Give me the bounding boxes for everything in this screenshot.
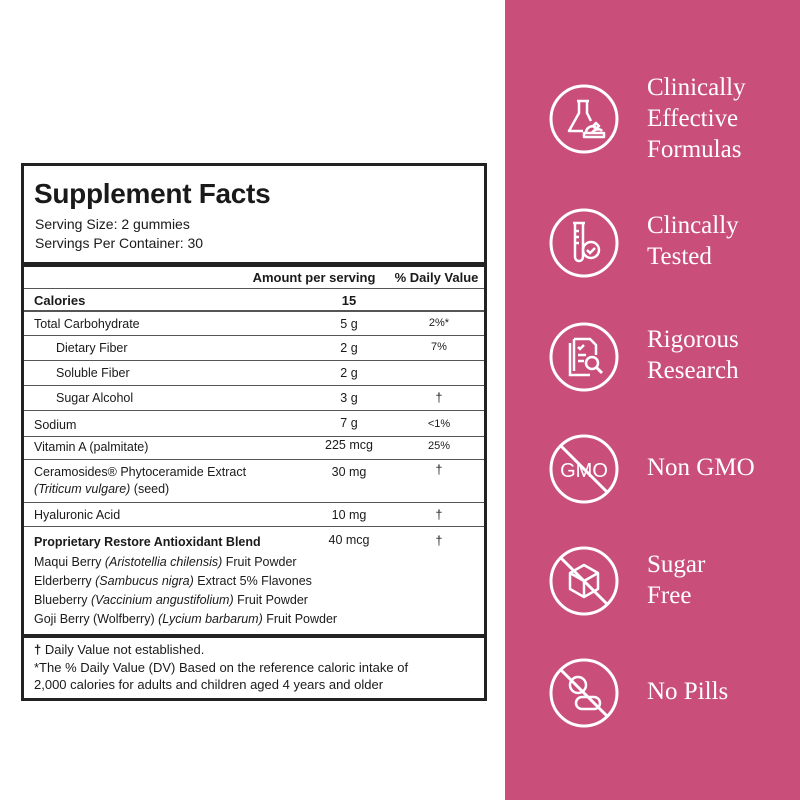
divider <box>24 634 484 638</box>
dv-header: % Daily Value <box>394 270 479 285</box>
feature-rigorous-research: Rigorous Research <box>505 316 800 396</box>
blend-ingredient: Goji Berry (Wolfberry) (Lycium barbarum)… <box>34 612 338 626</box>
table-row: Total Carbohydrate 5 g 2%* <box>24 312 484 336</box>
document-search-icon <box>549 322 619 392</box>
blend-dv: † <box>435 534 443 548</box>
nutrient-name: Soluble Fiber <box>56 366 130 380</box>
feature-label: Clincally Tested <box>647 212 739 270</box>
nutrient-amount: 7 g <box>340 416 358 430</box>
nutrient-dv: 25% <box>427 440 451 452</box>
table-row: Soluble Fiber 2 g <box>24 361 484 386</box>
feature-clinically-effective: Clinically Effective Formulas <box>505 74 800 163</box>
blend-row: Proprietary Restore Antioxidant Blend 40… <box>24 527 484 635</box>
footnote-dv-2: 2,000 calories for adults and children a… <box>34 677 384 692</box>
nutrient-dv: 7% <box>431 341 447 353</box>
nutrient-amount: 30 mg <box>331 465 367 479</box>
table-row: Calories 15 <box>24 289 484 312</box>
blend-name: Proprietary Restore Antioxidant Blend <box>34 535 261 549</box>
serving-size: Serving Size: 2 gummies <box>35 216 190 232</box>
nutrient-name: Dietary Fiber <box>56 341 128 355</box>
feature-label: Non GMO <box>647 454 755 481</box>
no-pills-icon <box>549 658 619 728</box>
supplement-facts-panel: Supplement Facts Serving Size: 2 gummies… <box>21 163 487 701</box>
table-row: Sodium 7 g <1% <box>24 411 484 437</box>
feature-label: Sugar Free <box>647 551 706 609</box>
nutrient-amount: 225 mcg <box>325 438 373 452</box>
nutrient-amount: 3 g <box>340 391 358 405</box>
features-panel: Clinically Effective Formulas Clincally Tes… <box>505 0 800 800</box>
nutrient-amount: 10 mg <box>331 508 367 522</box>
table-row: Sugar Alcohol 3 g † <box>24 386 484 411</box>
feature-label: Clinically Effective Formulas <box>647 74 746 163</box>
nutrient-name: Total Carbohydrate <box>34 317 140 331</box>
nutrient-dv: † <box>435 508 443 522</box>
feature-non-gmo: GMO Non GMO <box>505 428 800 508</box>
blend-amount: 40 mcg <box>328 533 370 547</box>
nutrient-name: Hyaluronic Acid <box>34 508 121 522</box>
feature-clinically-tested: Clincally Tested <box>505 202 800 282</box>
nutrient-name: Vitamin A (palmitate) <box>34 440 149 454</box>
amount-header: Amount per serving <box>252 270 376 285</box>
no-gmo-icon: GMO <box>549 434 619 504</box>
nutrient-latin-name: (Triticum vulgare) (seed) <box>34 482 169 496</box>
blend-ingredient: Maqui Berry (Aristotellia chilensis) Fru… <box>34 555 297 569</box>
footnote-dagger: † Daily Value not established. <box>34 642 205 657</box>
nutrient-amount: 15 <box>341 293 357 308</box>
nutrient-dv: † <box>435 391 443 405</box>
feature-label: Rigorous Research <box>647 326 739 384</box>
nutrient-dv: <1% <box>427 418 451 430</box>
svg-text:GMO: GMO <box>560 460 608 482</box>
nutrient-name: Sodium <box>34 418 77 432</box>
footnote-dv-1: *The % Daily Value (DV) Based on the ref… <box>34 660 409 675</box>
feature-label: No Pills <box>647 678 729 705</box>
plant-part: (seed) <box>130 482 170 496</box>
latin-name: (Triticum vulgare) <box>34 482 131 496</box>
nutrient-dv: † <box>435 463 443 477</box>
blend-ingredient: Blueberry (Vaccinium angustifolium) Frui… <box>34 593 308 607</box>
nutrient-name: Sugar Alcohol <box>56 391 134 405</box>
nutrient-dv: 2%* <box>428 317 450 329</box>
facts-title: Supplement Facts <box>34 178 271 209</box>
flask-leaf-icon <box>549 84 619 154</box>
feature-no-pills: No Pills <box>505 652 800 732</box>
blend-ingredient: Elderberry (Sambucus nigra) Extract 5% F… <box>34 574 312 588</box>
column-header-row: Amount per serving % Daily Value <box>24 267 484 289</box>
nutrient-name: Calories <box>34 293 86 308</box>
table-row: Ceramosides® Phytoceramide Extract (Trit… <box>24 460 484 503</box>
servings-per-container: Servings Per Container: 30 <box>35 235 204 251</box>
no-sugar-cube-icon <box>549 546 619 616</box>
nutrient-amount: 2 g <box>340 366 358 380</box>
table-row: Dietary Fiber 2 g 7% <box>24 336 484 361</box>
divider <box>24 262 484 267</box>
table-row: Hyaluronic Acid 10 mg † <box>24 503 484 527</box>
test-tube-check-icon <box>549 208 619 278</box>
nutrient-name: Ceramosides® Phytoceramide Extract <box>34 465 247 479</box>
nutrient-amount: 5 g <box>340 317 358 331</box>
nutrient-amount: 2 g <box>340 341 358 355</box>
feature-sugar-free: Sugar Free <box>505 540 800 620</box>
table-row: Vitamin A (palmitate) 225 mcg 25% <box>24 437 484 460</box>
